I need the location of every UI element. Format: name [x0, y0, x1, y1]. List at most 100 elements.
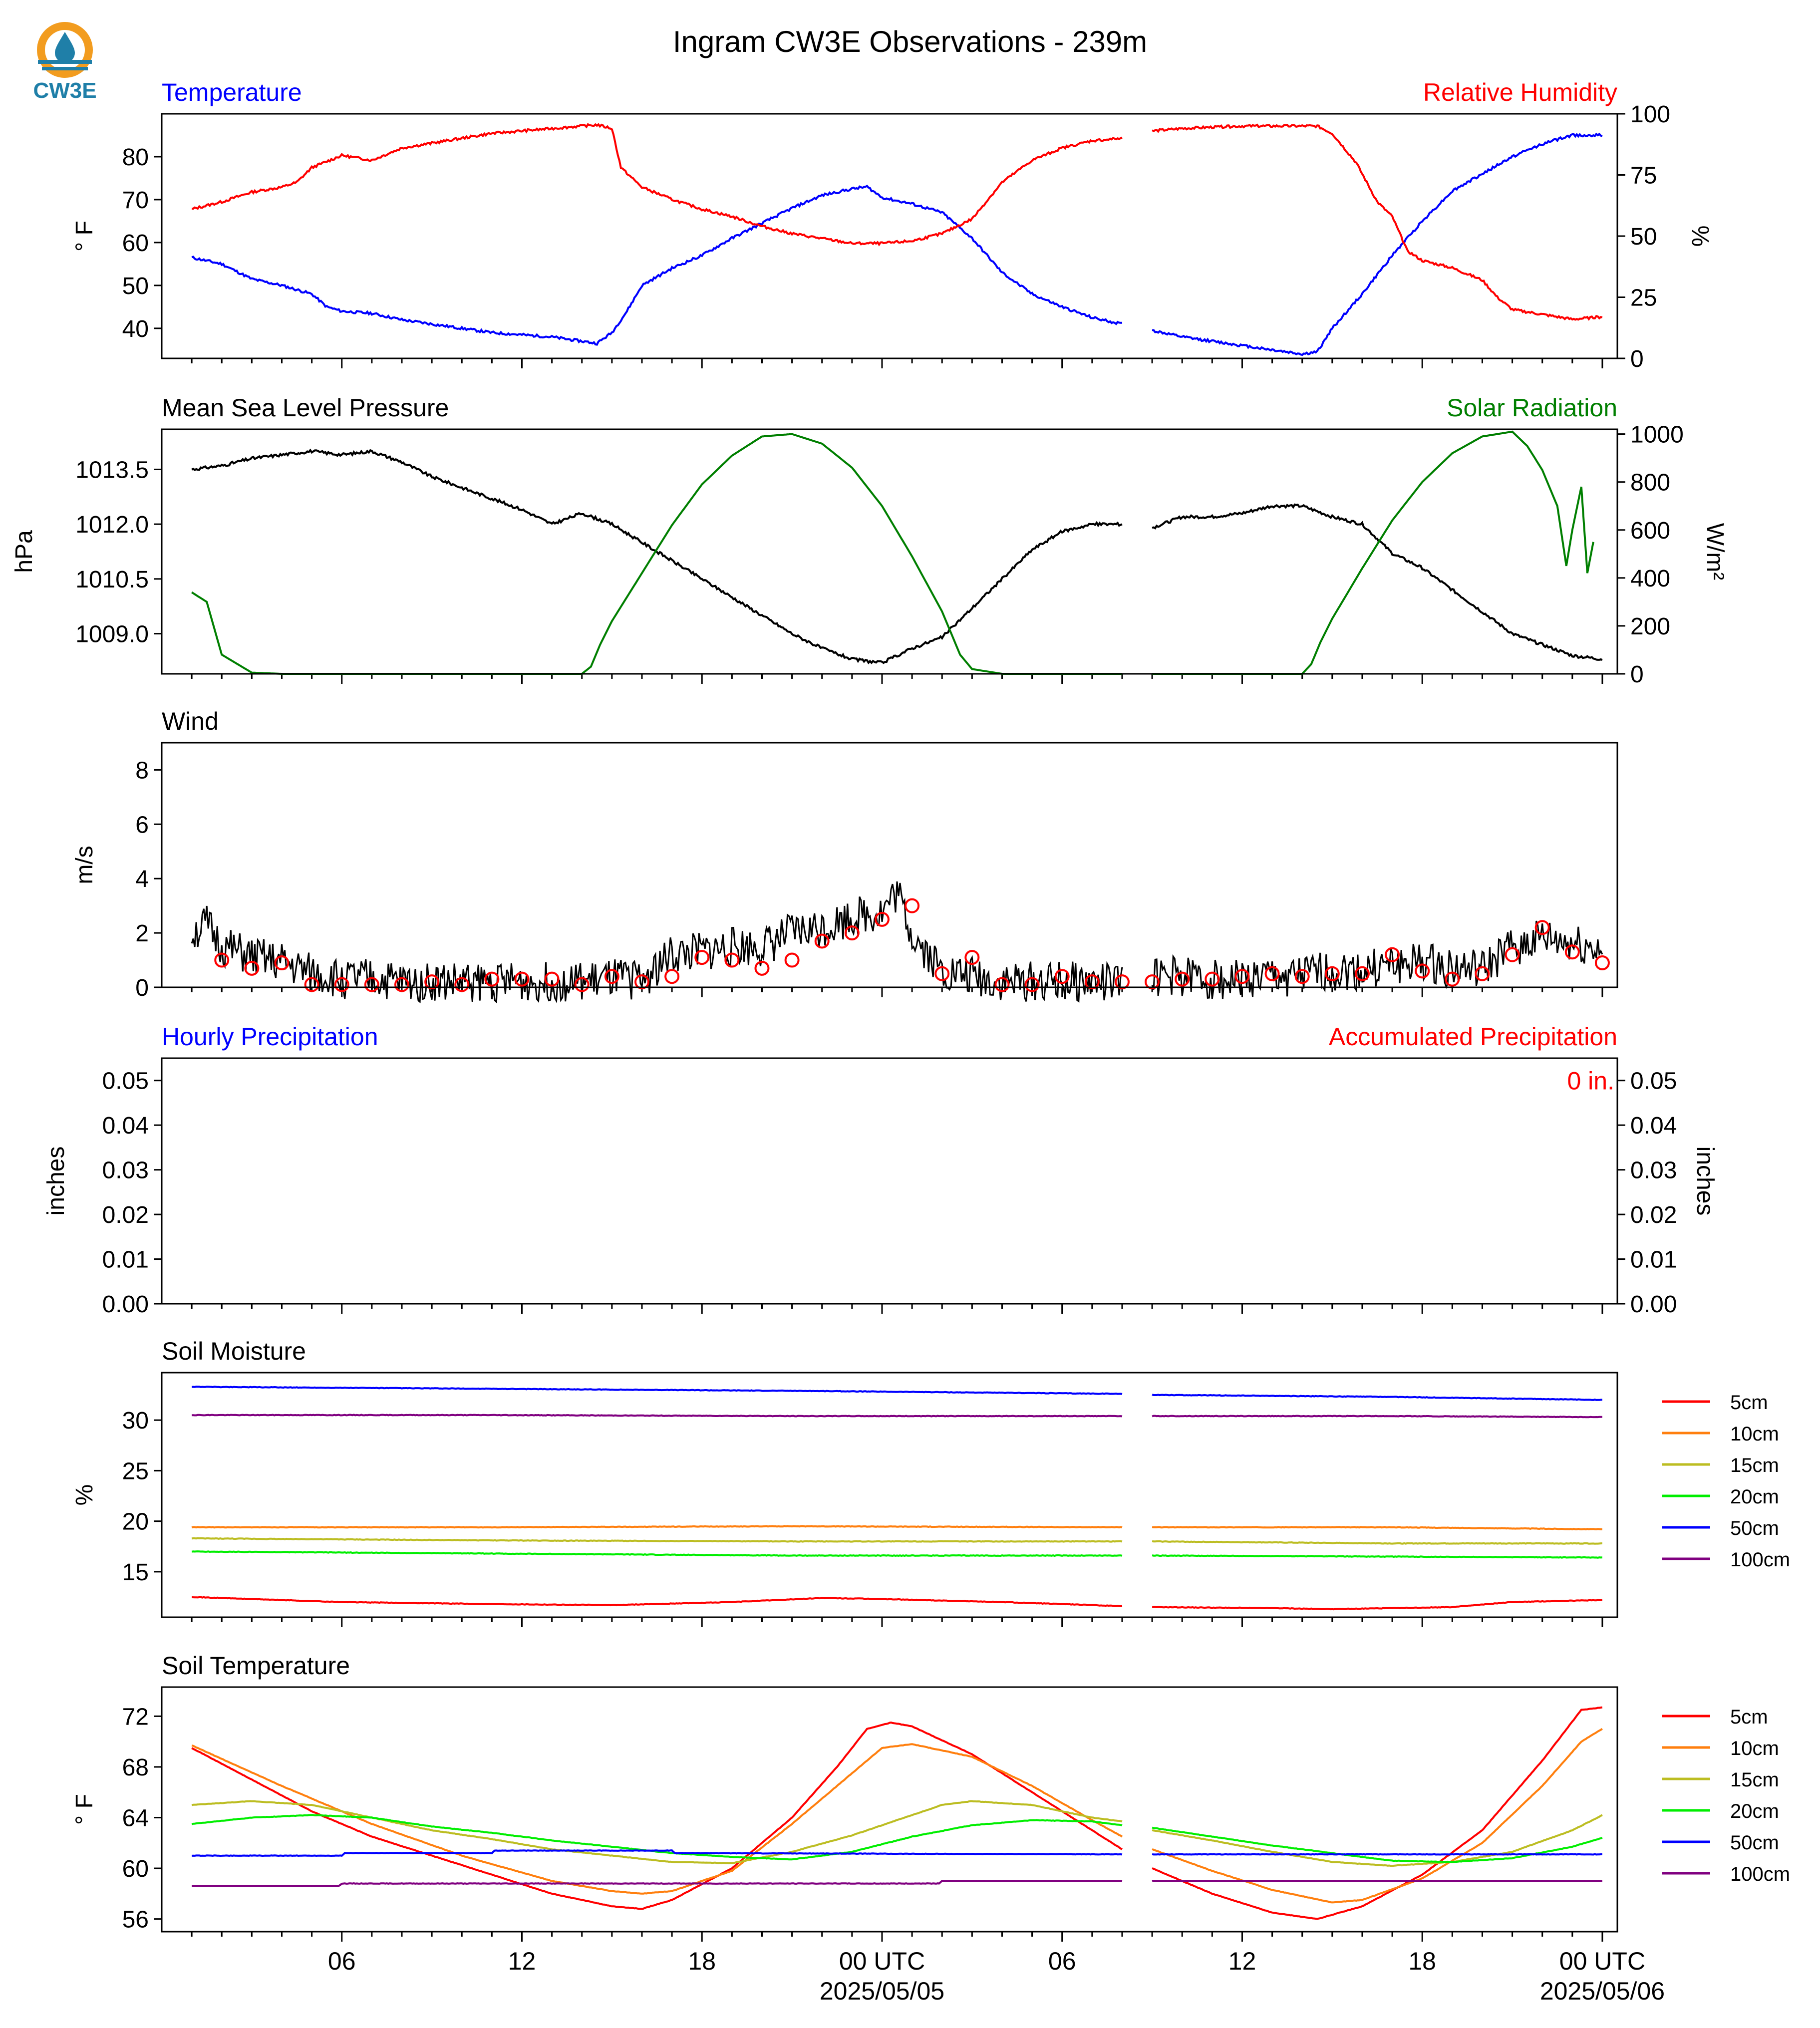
- soil-line: [1152, 1554, 1602, 1559]
- y-tick-label-right: 0.02: [1630, 1202, 1677, 1228]
- gust-marker: [1505, 947, 1520, 962]
- panel-right-title: Solar Radiation: [1447, 394, 1617, 422]
- gust-marker: [1294, 969, 1310, 984]
- soil-line: [191, 1550, 1123, 1557]
- y-tick-label-right: 50: [1630, 224, 1657, 250]
- gust-marker: [1534, 920, 1550, 935]
- y-tick-label-right: 0: [1630, 346, 1644, 372]
- temperature-line: [1152, 132, 1603, 356]
- soil-line: [1152, 1728, 1603, 1904]
- gust-marker: [814, 933, 830, 949]
- y-tick-label-right: 0.04: [1630, 1113, 1677, 1139]
- x-tick-label: 12: [1228, 1947, 1256, 1975]
- y-tick-label: 60: [122, 230, 149, 257]
- x-tick-label: 12: [508, 1947, 536, 1975]
- x-tick-label: 06: [1048, 1947, 1076, 1975]
- x-tick-label: 18: [688, 1947, 716, 1975]
- y-tick-label-right: 800: [1630, 470, 1670, 496]
- y-tick-label-right: 200: [1630, 613, 1670, 640]
- gust-marker: [634, 974, 649, 990]
- gust-marker: [1475, 966, 1490, 981]
- y-tick-label: 0.03: [102, 1158, 149, 1184]
- gust-marker: [1175, 971, 1190, 987]
- soil-line: [1152, 1540, 1602, 1545]
- gust-marker: [484, 971, 500, 987]
- y-tick-label: 68: [122, 1754, 149, 1781]
- y-tick-label: 8: [135, 757, 149, 784]
- y-tick-label: 40: [122, 316, 149, 342]
- panel-left-title: Hourly Precipitation: [162, 1023, 378, 1051]
- gust-marker: [214, 952, 230, 968]
- y-tick-label-right: 0.00: [1630, 1291, 1677, 1318]
- legend-label: 5cm: [1730, 1706, 1768, 1728]
- x-tick-label: 18: [1408, 1947, 1436, 1975]
- y-tick-label: 50: [122, 273, 149, 299]
- y-tick-label: 0.02: [102, 1202, 149, 1228]
- y-tick-label: 1009.0: [75, 621, 149, 648]
- gust-marker: [934, 966, 950, 981]
- gust-marker: [844, 925, 860, 941]
- y-tick-label-right: 25: [1630, 285, 1657, 311]
- panel-left-title: Soil Temperature: [162, 1652, 350, 1680]
- soil-line: [1152, 1394, 1602, 1401]
- legend-label: 10cm: [1730, 1738, 1779, 1759]
- y-tick-label-right: 75: [1630, 163, 1657, 189]
- panel-precip: Hourly Precipitation Accumulated Precipit…: [43, 1023, 1718, 1318]
- logo-wave-2: [42, 67, 88, 70]
- panels-group: Temperature Relative Humidity405060708002…: [11, 78, 1790, 2005]
- soil-line: [1152, 1814, 1603, 1867]
- pressure-line: [191, 448, 1123, 664]
- gust-marker: [964, 950, 980, 965]
- y-tick-label-right: 1000: [1630, 422, 1684, 448]
- x-tick-sublabel: 2025/05/06: [1540, 1977, 1665, 2005]
- gust-marker: [1054, 969, 1070, 984]
- cw3e-logo: CW3E: [33, 22, 97, 103]
- chart-title: Ingram CW3E Observations - 239m: [673, 25, 1147, 58]
- panel-left-title: Temperature: [162, 78, 302, 106]
- gust-marker: [1205, 971, 1220, 987]
- y-tick-label-right: 100: [1630, 101, 1670, 128]
- y-tick-label: 72: [122, 1704, 149, 1730]
- gust-marker: [1234, 969, 1250, 984]
- gust-marker: [874, 911, 890, 927]
- gust-marker: [274, 955, 290, 970]
- soil-line: [191, 1849, 1123, 1857]
- plot-frame: [161, 113, 1618, 359]
- pressure-line: [1152, 503, 1603, 661]
- gust-marker: [1385, 947, 1400, 962]
- y-tick-label: 0.01: [102, 1247, 149, 1273]
- legend-label: 10cm: [1730, 1423, 1779, 1445]
- solar-line: [191, 433, 1122, 675]
- soil-line: [192, 1414, 1123, 1418]
- gust-marker: [574, 977, 590, 992]
- gust-marker: [905, 898, 920, 913]
- y-axis-label: m/s: [71, 846, 98, 884]
- soil-line: [191, 1721, 1123, 1910]
- soil-line: [1152, 1599, 1603, 1611]
- gust-marker: [1264, 966, 1280, 981]
- gust-marker: [514, 971, 530, 987]
- plot-frame: [161, 1057, 1618, 1305]
- gust-marker: [1145, 974, 1160, 990]
- y-tick-label: 56: [122, 1907, 149, 1933]
- legend-label: 100cm: [1730, 1549, 1790, 1571]
- panel-pressure-solar: Mean Sea Level Pressure Solar Radiation 10…: [11, 394, 1728, 688]
- y-axis-label-right: inches: [1692, 1147, 1718, 1216]
- panel-temp-rh: Temperature Relative Humidity 40 50 60 70 80 0 2…: [71, 78, 1713, 372]
- soil-line: [191, 1743, 1123, 1895]
- legend-label: 20cm: [1730, 1800, 1779, 1822]
- gust-marker: [724, 952, 740, 968]
- logo-text: CW3E: [33, 78, 96, 103]
- y-tick-label: 25: [122, 1458, 149, 1484]
- panel-right-title: Accumulated Precipitation: [1329, 1023, 1617, 1051]
- y-tick-label: 4: [135, 866, 149, 892]
- plot-frame: [161, 1372, 1618, 1618]
- y-tick-label-right: 600: [1630, 518, 1670, 544]
- gust-marker: [1354, 966, 1370, 981]
- y-axis-label-right: W/m²: [1702, 523, 1728, 580]
- legend-label: 50cm: [1730, 1517, 1779, 1539]
- y-tick-label: 0.05: [102, 1068, 149, 1095]
- x-tick-label: 00 UTC: [839, 1947, 925, 1975]
- soil-line: [1152, 1706, 1603, 1920]
- legend-label: 20cm: [1730, 1486, 1779, 1508]
